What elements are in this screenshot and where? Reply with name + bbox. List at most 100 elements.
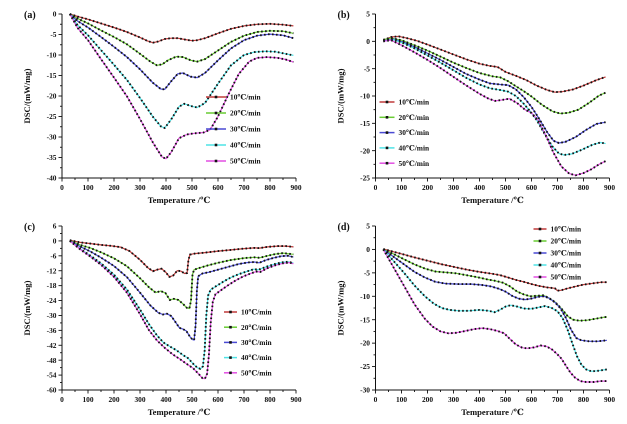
legend-label: 10℃/min bbox=[399, 98, 430, 107]
y-tick-label: 0 bbox=[366, 37, 370, 46]
x-tick-label: 600 bbox=[526, 183, 537, 192]
y-tick-label: -5 bbox=[50, 30, 56, 39]
legend-marker bbox=[214, 159, 218, 163]
series-line bbox=[69, 240, 294, 370]
tick-labels: 0 100 200 300 400 500 600 700 800 900 0 -5 -10 -15 -20… bbox=[47, 10, 302, 192]
legend-label: 20℃/min bbox=[241, 323, 272, 332]
x-tick-label: 500 bbox=[186, 183, 197, 192]
y-tick-label: -30 bbox=[360, 386, 370, 395]
subplot-d: 0 100 200 300 400 500 600 700 800 900 5 0 -5 -10 -15 -2… bbox=[313, 212, 627, 424]
y-tick-label: -20 bbox=[360, 146, 370, 155]
y-tick-label: -20 bbox=[360, 339, 370, 348]
legend-marker bbox=[214, 111, 218, 115]
x-tick-label: 100 bbox=[396, 183, 407, 192]
y-tick-label: -15 bbox=[360, 315, 370, 324]
legend-marker bbox=[538, 239, 542, 243]
series-line bbox=[69, 13, 294, 90]
legend-marker bbox=[229, 341, 232, 344]
legend-label: 40℃/min bbox=[551, 261, 582, 270]
series-line bbox=[383, 35, 606, 93]
legend-label: 40℃/min bbox=[230, 141, 261, 150]
tick-labels: 0 100 200 300 400 500 600 700 800 900 5 0 -5 -10 -15 -2… bbox=[360, 10, 615, 192]
tick-labels: 0 100 200 300 400 500 600 700 800 900 6 0 -6 -12 -18 -2… bbox=[47, 222, 302, 404]
series-markers bbox=[383, 38, 606, 144]
x-tick-label: 700 bbox=[552, 183, 563, 192]
x-tick-label: 900 bbox=[604, 183, 615, 192]
legend-marker bbox=[214, 127, 218, 131]
x-tick-label: 900 bbox=[604, 395, 615, 404]
series-markers bbox=[382, 248, 608, 322]
y-tick-label: -15 bbox=[360, 119, 370, 128]
y-axis-label: DSC/(mW/mg) bbox=[22, 280, 32, 335]
legend-marker bbox=[385, 116, 389, 119]
series-markers bbox=[382, 248, 608, 343]
y-tick-label: -30 bbox=[47, 311, 57, 320]
x-tick-label: 700 bbox=[552, 395, 563, 404]
legend-label: 30℃/min bbox=[230, 125, 261, 134]
legend-label: 10℃/min bbox=[230, 93, 261, 102]
panel-letter: (b) bbox=[338, 10, 350, 21]
x-tick-label: 0 bbox=[60, 183, 64, 192]
chart-svg: 0 100 200 300 400 500 600 700 800 900 6 0 -6 -12 -18 -2… bbox=[22, 222, 302, 417]
x-tick-label: 100 bbox=[82, 183, 93, 192]
x-tick-label: 200 bbox=[422, 395, 433, 404]
legend-marker bbox=[229, 356, 232, 359]
x-tick-label: 500 bbox=[500, 395, 511, 404]
y-axis-label: DSC/(mW/mg) bbox=[336, 280, 346, 335]
x-tick-label: 100 bbox=[396, 395, 407, 404]
y-tick-label: 6 bbox=[53, 222, 57, 231]
series-line bbox=[383, 39, 606, 156]
y-tick-label: -5 bbox=[364, 64, 370, 73]
ticks bbox=[372, 13, 610, 182]
series-markers bbox=[69, 13, 294, 67]
ticks bbox=[372, 225, 610, 394]
x-tick-label: 600 bbox=[526, 395, 537, 404]
series-group bbox=[382, 35, 607, 177]
series-markers bbox=[69, 239, 294, 342]
legend-marker bbox=[385, 100, 389, 104]
chart-svg: 0 100 200 300 400 500 600 700 800 900 0 -5 -10 -15 -20… bbox=[22, 10, 302, 205]
legend-label: 50℃/min bbox=[230, 157, 261, 166]
y-axis-label: DSC/(mW/mg) bbox=[22, 68, 32, 123]
legend-marker bbox=[538, 251, 542, 255]
y-tick-label: 0 bbox=[366, 245, 370, 254]
legend-label: 50℃/min bbox=[241, 368, 272, 377]
series-markers bbox=[69, 239, 294, 279]
legend-marker bbox=[538, 275, 542, 279]
legend: 10℃/min 20℃/min 30℃/min 40℃/min 50℃/min bbox=[533, 225, 582, 282]
x-tick-label: 900 bbox=[290, 183, 301, 192]
legend-label: 30℃/min bbox=[551, 249, 582, 258]
series-markers bbox=[69, 240, 294, 371]
x-tick-label: 700 bbox=[238, 183, 249, 192]
ticks bbox=[58, 225, 297, 394]
x-tick-label: 600 bbox=[212, 183, 223, 192]
y-tick-label: -12 bbox=[47, 266, 57, 275]
x-tick-label: 0 bbox=[374, 395, 378, 404]
x-tick-label: 400 bbox=[474, 395, 485, 404]
series-markers bbox=[69, 13, 294, 130]
y-tick-label: -60 bbox=[47, 386, 57, 395]
series-group bbox=[69, 239, 294, 380]
y-axis-label: DSC/(mW/mg) bbox=[336, 68, 346, 123]
x-tick-label: 500 bbox=[500, 183, 511, 192]
ticks bbox=[58, 13, 297, 182]
legend-label: 30℃/min bbox=[399, 128, 430, 137]
x-tick-label: 300 bbox=[448, 395, 459, 404]
x-tick-label: 900 bbox=[290, 395, 301, 404]
series-group bbox=[68, 13, 294, 160]
y-tick-label: -40 bbox=[47, 174, 57, 183]
x-tick-label: 300 bbox=[134, 183, 145, 192]
legend-label: 40℃/min bbox=[241, 353, 272, 362]
series-line bbox=[382, 249, 607, 372]
x-tick-label: 800 bbox=[264, 395, 275, 404]
y-tick-label: -5 bbox=[364, 268, 370, 277]
subplot-a: 0 100 200 300 400 500 600 700 800 900 0 -5 -10 -15 -20… bbox=[0, 0, 313, 212]
y-tick-label: -6 bbox=[50, 251, 56, 260]
y-tick-label: 5 bbox=[366, 222, 370, 231]
x-tick-label: 800 bbox=[578, 183, 589, 192]
chart-svg: 0 100 200 300 400 500 600 700 800 900 5 0 -5 -10 -15 -2… bbox=[336, 10, 616, 205]
x-tick-label: 800 bbox=[578, 395, 589, 404]
x-axis-label: Temperature /℃ bbox=[148, 195, 211, 205]
y-tick-label: -36 bbox=[47, 326, 57, 335]
